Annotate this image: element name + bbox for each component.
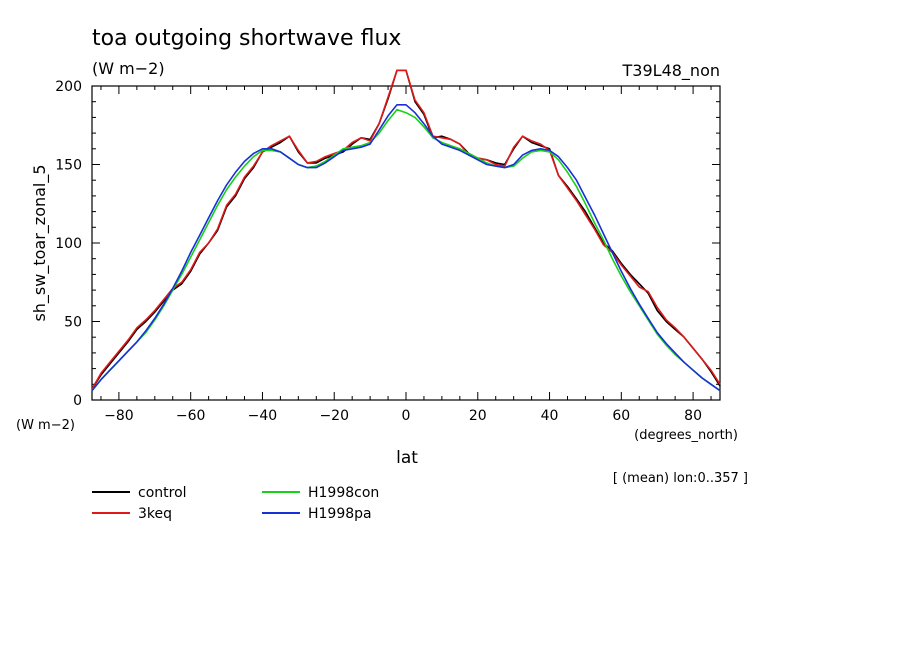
chart-title: toa outgoing shortwave flux	[92, 26, 401, 51]
series-line-h1998pa	[91, 104, 721, 392]
y-axis-label: sh_sw_toar_zonal_5	[30, 164, 50, 321]
y-tick-label: 150	[55, 158, 82, 174]
experiment-label: T39L48_non	[622, 61, 720, 81]
legend-label-control: control	[138, 485, 187, 501]
x-tick-label: 80	[684, 408, 702, 424]
series-line-3keq	[91, 69, 721, 390]
legend-label-h1998con: H1998con	[308, 485, 379, 501]
x-axis-label: lat	[396, 448, 418, 468]
series-layer	[91, 69, 721, 392]
x-tick-label: −80	[104, 408, 134, 424]
footnote: [ (mean) lon:0..357 ]	[613, 471, 748, 486]
x-tick-label: −40	[248, 408, 278, 424]
y-tick-label: 50	[64, 315, 82, 331]
legend-label-h1998pa: H1998pa	[308, 506, 372, 522]
legend: control 3keq H1998con H1998pa	[92, 485, 379, 522]
series-line-control	[91, 69, 721, 390]
series-line-h1998con	[91, 108, 721, 392]
x-tick-label: 0	[402, 408, 411, 424]
legend-label-3keq: 3keq	[138, 506, 172, 522]
x-tick-label: 40	[541, 408, 559, 424]
plot-frame	[91, 85, 721, 401]
y-unit-label: (W m−2)	[16, 418, 75, 433]
y-tick-label: 0	[73, 393, 82, 409]
x-tick-label: −20	[319, 408, 349, 424]
y-tick-label: 100	[55, 236, 82, 252]
axes: −80 −60 −40 −20 0 20 40 60 80 0 50 100 150 200	[55, 79, 721, 424]
y-tick-label: 200	[55, 79, 82, 95]
x-tick-label: −60	[176, 408, 206, 424]
x-tick-label: 20	[469, 408, 487, 424]
chart-subtitle: (W m−2)	[92, 59, 165, 78]
x-tick-label: 60	[612, 408, 630, 424]
x-unit-label: (degrees_north)	[634, 428, 738, 443]
